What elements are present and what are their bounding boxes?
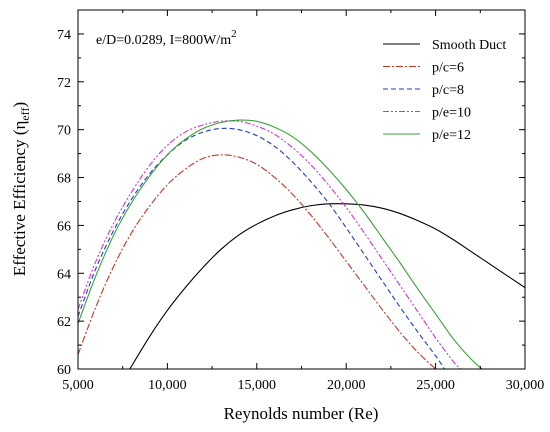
series-layer (78, 119, 525, 369)
y-axis: 60 62 64 66 68 70 72 74 (57, 9, 525, 378)
series-line-3 (78, 120, 462, 369)
legend-label-1: p/c=6 (432, 61, 464, 76)
legend-label-2: p/c=8 (432, 83, 464, 98)
y-tick-label: 72 (57, 76, 71, 91)
legend-label-0: Smooth Duct (432, 38, 506, 53)
chart-annotation: e/D=0.0289, I=800W/m2 (96, 28, 237, 48)
x-tick-label: 30,000 (506, 378, 545, 393)
x-axis-title: Reynolds number (Re) (224, 404, 379, 423)
legend-label-3: p/e=10 (432, 106, 471, 121)
y-tick-label: 66 (57, 219, 71, 234)
x-tick-label: 25,000 (416, 378, 455, 393)
y-tick-label: 60 (57, 363, 71, 378)
y-tick-label: 70 (57, 124, 71, 139)
y-tick-label: 74 (57, 28, 71, 43)
x-tick-label: 15,000 (238, 378, 277, 393)
x-tick-label: 5,000 (62, 378, 94, 393)
x-tick-label: 20,000 (327, 378, 366, 393)
series-line-2 (78, 127, 445, 369)
y-tick-label: 64 (57, 267, 71, 282)
y-axis-title: Effective Efficiency (ηeff) (10, 102, 32, 276)
series-line-4 (78, 119, 483, 369)
y-tick-label: 62 (57, 315, 71, 330)
x-tick-label: 10,000 (148, 378, 187, 393)
series-line-0 (129, 203, 525, 369)
y-tick-label: 68 (57, 172, 71, 187)
series-line-1 (78, 154, 436, 369)
x-axis: 5,000 10,000 15,000 20,000 25,000 30,000 (62, 10, 544, 393)
legend: Smooth Duct p/c=6 p/c=8 p/e=10 p/e=12 (383, 38, 506, 143)
legend-label-4: p/e=12 (432, 128, 471, 143)
